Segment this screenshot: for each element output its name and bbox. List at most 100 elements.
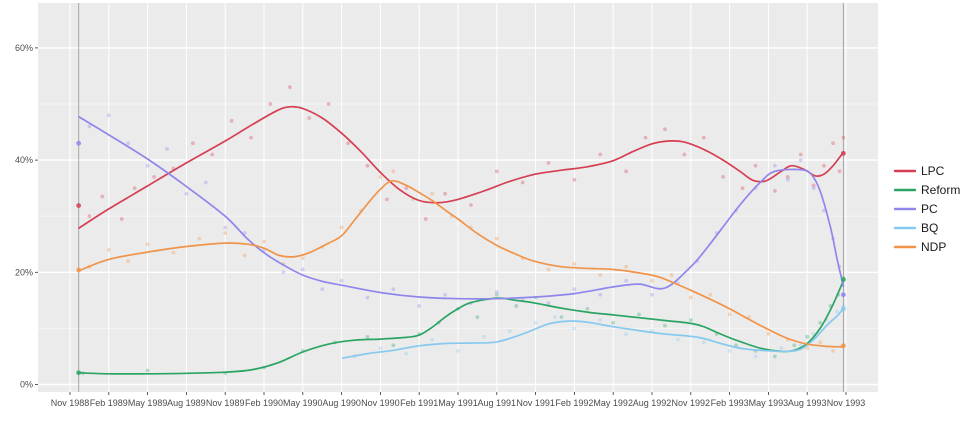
poll-point-PC (822, 208, 826, 213)
x-tick-label: Aug 1990 (322, 398, 361, 408)
poll-point-BQ (779, 346, 784, 350)
poll-point-LPC (663, 127, 667, 132)
poll-point-BQ (456, 348, 460, 353)
poll-point-NDP (262, 239, 266, 244)
poll-point-BQ (572, 326, 577, 331)
poll-point-PC (598, 292, 603, 297)
x-tick-label: Nov 1993 (827, 398, 866, 408)
poll-point-PC (811, 186, 816, 191)
y-tick-label: 20% (15, 267, 33, 277)
y-tick-label: 40% (15, 155, 33, 165)
poll-point-Reform (514, 304, 519, 308)
poll-point-LPC (837, 169, 842, 174)
poll-point-PC (650, 292, 654, 297)
poll-point-NDP (572, 261, 577, 266)
legend-label-PC: PC (921, 202, 938, 216)
poll-point-NDP (688, 295, 693, 300)
y-tick-label: 0% (20, 380, 33, 390)
poll-point-LPC (423, 217, 428, 221)
poll-point-BQ (553, 315, 557, 320)
poll-point-NDP (378, 175, 383, 179)
poll-point-PC (494, 290, 499, 294)
poll-point-NDP (223, 231, 228, 235)
election-result-Reform (76, 370, 82, 376)
election-result-LPC (841, 150, 846, 156)
election-result-Reform (841, 277, 846, 282)
poll-point-LPC (772, 189, 777, 193)
poll-point-PC (443, 292, 447, 297)
election-result-NDP (76, 267, 82, 273)
election-result-LPC (76, 203, 82, 208)
poll-point-PC (417, 304, 422, 308)
poll-point-BQ (404, 351, 409, 356)
x-tick-label: Nov 1989 (206, 398, 245, 408)
poll-point-PC (281, 270, 286, 275)
x-tick-label: Feb 1993 (711, 398, 749, 408)
x-tick-label: Aug 1993 (788, 398, 827, 408)
poll-point-LPC (469, 203, 473, 207)
poll-point-LPC (841, 135, 846, 140)
x-tick-label: Nov 1988 (51, 398, 90, 408)
poll-point-NDP (494, 236, 499, 241)
poll-point-NDP (598, 273, 603, 278)
poll-point-BQ (701, 340, 706, 345)
poll-point-PC (87, 124, 92, 129)
x-tick-label: Feb 1989 (90, 398, 128, 408)
poll-point-LPC (249, 135, 253, 140)
poll-point-LPC (326, 102, 331, 106)
x-tick-label: Aug 1991 (478, 398, 517, 408)
poll-point-Reform (391, 343, 396, 348)
poll-point-NDP (430, 191, 435, 196)
legend-label-NDP: NDP (921, 240, 946, 254)
poll-point-BQ (533, 320, 538, 325)
poll-point-PC (203, 180, 208, 185)
poll-point-LPC (152, 175, 156, 179)
poll-point-NDP (818, 340, 823, 345)
x-tick-label: Aug 1989 (167, 398, 206, 408)
poll-point-NDP (339, 225, 344, 230)
election-result-BQ (841, 306, 846, 312)
poll-point-PC (798, 158, 803, 163)
poll-point-NDP (805, 346, 810, 350)
election-result-NDP (841, 343, 846, 349)
poll-point-Reform (663, 323, 667, 328)
x-tick-label: Feb 1992 (555, 398, 593, 408)
poll-point-LPC (404, 186, 409, 191)
poll-point-NDP (766, 332, 771, 336)
trend-line-BQ (342, 307, 845, 359)
poll-point-LPC (785, 175, 790, 179)
poll-point-NDP (106, 247, 111, 252)
poll-point-LPC (307, 116, 312, 120)
poll-point-NDP (242, 253, 247, 258)
election-result-PC (76, 140, 82, 146)
poll-point-LPC (643, 135, 648, 140)
legend-label-Reform: Reform (921, 183, 960, 197)
x-tick-label: May 1993 (749, 398, 789, 408)
poll-point-PC (145, 163, 150, 168)
y-tick-label: 60% (15, 43, 33, 53)
x-tick-label: May 1991 (438, 398, 478, 408)
poll-point-LPC (572, 177, 577, 182)
poll-point-PC (106, 113, 111, 118)
poll-point-LPC (546, 161, 551, 165)
poll-point-Reform (494, 292, 499, 297)
poll-point-BQ (753, 354, 758, 359)
poll-point-LPC (100, 194, 105, 199)
poll-point-NDP (171, 250, 176, 255)
poll-point-NDP (546, 267, 551, 272)
x-tick-label: Feb 1990 (245, 398, 283, 408)
x-tick-label: Nov 1990 (361, 398, 400, 408)
trend-line-LPC (78, 105, 845, 229)
poll-point-Reform (559, 315, 564, 320)
poll-point-LPC (365, 163, 370, 168)
poll-point-LPC (346, 141, 350, 146)
poll-point-PC (624, 278, 629, 283)
poll-point-Reform (688, 318, 693, 322)
poll-point-PC (320, 287, 325, 292)
poll-point-PC (365, 295, 370, 300)
poll-point-NDP (669, 273, 674, 278)
poll-point-Reform (611, 320, 616, 325)
poll-point-LPC (210, 152, 215, 157)
poll-point-PC (391, 287, 396, 292)
